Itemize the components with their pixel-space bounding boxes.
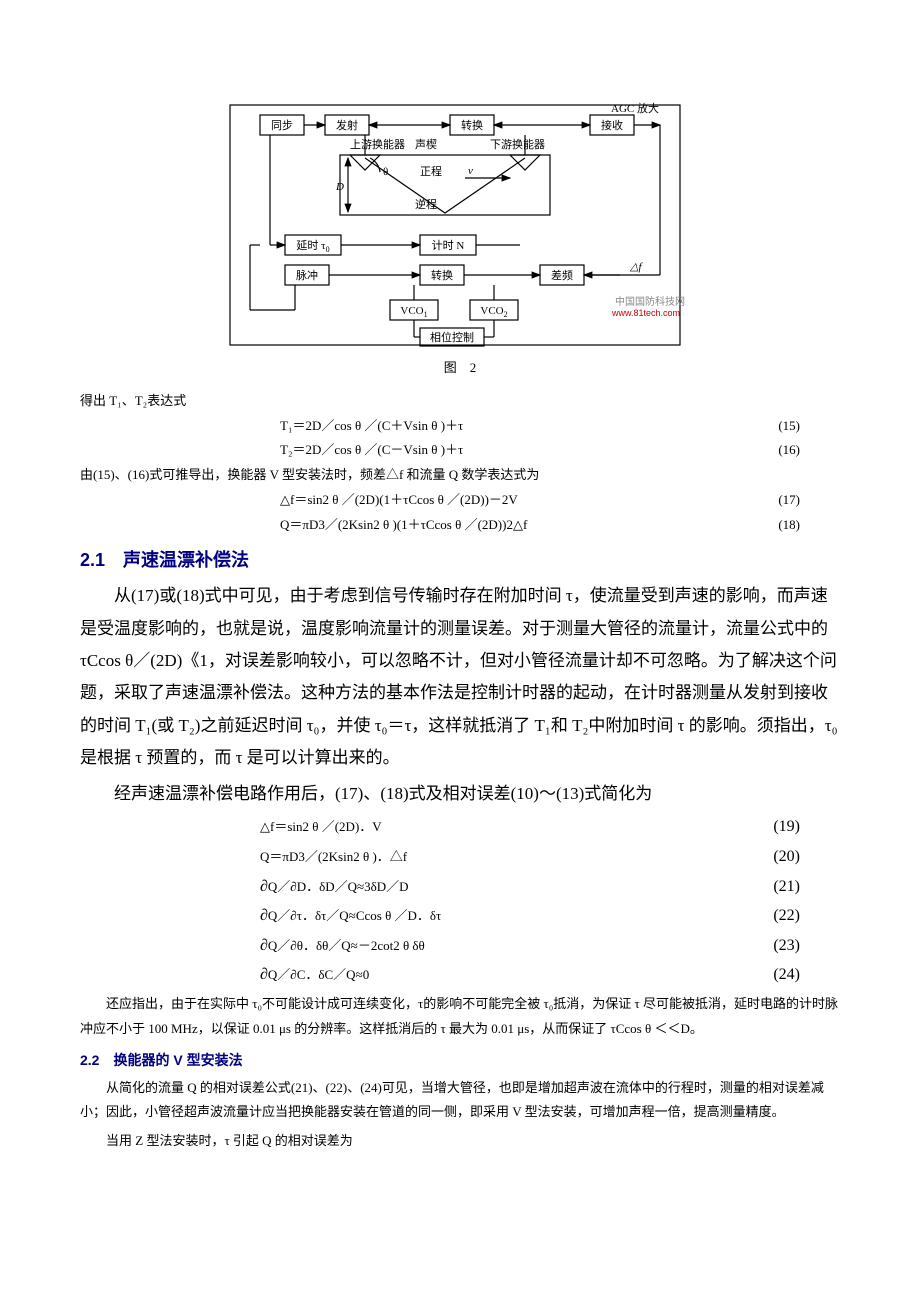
paragraph-3: 还应指出，由于在实际中 τ₀不可能设计成可连续变化，τ的影响不可能完全被 τ₀抵…: [80, 992, 840, 1041]
equation-17: △f＝sin2 θ ／(2D)(1＋τCcos θ ／(2D))－2V (17): [80, 490, 840, 511]
eq-19-body: △f＝sin2 θ ／(2D)．V: [260, 817, 770, 838]
node-pulse: 脉冲: [296, 268, 318, 282]
pre-eq-text-1: 得出 T₁、T₂表达式: [80, 391, 840, 412]
eq-24-num: (24): [770, 962, 840, 988]
label-theta: θ: [383, 166, 388, 178]
node-timer: 计时 N: [432, 239, 465, 252]
eq-23-body: ∂Q／∂θ．δθ／Q≈－2cot2 θ δθ: [260, 933, 770, 959]
node-freqdiff: 差频: [551, 268, 573, 282]
eq-18-num: (18): [778, 515, 840, 536]
node-convert2: 转换: [431, 268, 453, 282]
label-d: D: [335, 181, 344, 193]
paragraph-2: 经声速温漂补偿电路作用后，(17)、(18)式及相对误差(10)～(13)式简化…: [80, 778, 840, 810]
paragraph-4: 从简化的流量 Q 的相对误差公式(21)、(22)、(24)可见，当增大管径，也…: [80, 1076, 840, 1125]
watermark-text: 中国国防科技网: [615, 295, 685, 308]
equation-18: Q＝πD3／(2Ksin2 θ )(1＋τCcos θ ／(2D))2△f (1…: [80, 515, 840, 536]
eq-23-num: (23): [770, 933, 840, 959]
label-down-trans: 下游换能器: [490, 137, 545, 151]
eq-21-body: ∂Q／∂D．δD／Q≈3δD／D: [260, 874, 770, 900]
equation-20: Q＝πD3／(2Ksin2 θ )．△f (20): [80, 844, 840, 870]
eq-15-body: T₁＝2D／cos θ ／(C＋Vsin θ )＋τ: [280, 416, 778, 437]
figure-2: 同步 发射 转换 接收 AGC 放大 上游换能器 声楔 下游换能器 θ 正程 逆…: [80, 100, 840, 350]
eq-22-body: ∂Q／∂τ．δτ／Q≈Ccos θ ／D．δτ: [260, 903, 770, 929]
equation-19: △f＝sin2 θ ／(2D)．V (19): [80, 814, 840, 840]
figure-2-svg: 同步 发射 转换 接收 AGC 放大 上游换能器 声楔 下游换能器 θ 正程 逆…: [220, 100, 700, 350]
pre-eq-text-2: 由(15)、(16)式可推导出，换能器 V 型安装法时，频差△f 和流量 Q 数…: [80, 465, 840, 486]
section-2-1-title: 2.1 声速温漂补偿法: [80, 546, 840, 575]
node-sync: 同步: [271, 119, 293, 132]
eq-17-body: △f＝sin2 θ ／(2D)(1＋τCcos θ ／(2D))－2V: [280, 490, 778, 511]
watermark-url: www.81tech.com: [611, 308, 680, 318]
equation-23: ∂Q／∂θ．δθ／Q≈－2cot2 θ δθ (23): [80, 933, 840, 959]
eq-18-body: Q＝πD3／(2Ksin2 θ )(1＋τCcos θ ／(2D))2△f: [280, 515, 778, 536]
node-phase: 相位控制: [430, 330, 474, 344]
label-up-trans: 上游换能器: [350, 137, 405, 151]
label-wedge: 声楔: [415, 137, 437, 151]
eq-16-body: T₂＝2D／cos θ ／(C－Vsin θ )＋τ: [280, 440, 778, 461]
eq-16-num: (16): [778, 440, 840, 461]
equation-16: T₂＝2D／cos θ ／(C－Vsin θ )＋τ (16): [80, 440, 840, 461]
eq-24-body: ∂Q／∂C．δC／Q≈0: [260, 962, 770, 988]
equation-22: ∂Q／∂τ．δτ／Q≈Ccos θ ／D．δτ (22): [80, 903, 840, 929]
eq-19-num: (19): [770, 814, 840, 840]
eq-17-num: (17): [778, 490, 840, 511]
node-emit: 发射: [336, 118, 358, 132]
eq-22-num: (22): [770, 903, 840, 929]
paragraph-5: 当用 Z 型法安装时，τ 引起 Q 的相对误差为: [80, 1129, 840, 1154]
eq-20-body: Q＝πD3／(2Ksin2 θ )．△f: [260, 847, 770, 868]
label-rev: 逆程: [415, 197, 437, 211]
paragraph-1: 从(17)或(18)式中可见，由于考虑到信号传输时存在附加时间 τ，使流量受到声…: [80, 580, 840, 774]
node-delay: 延时 τ0: [296, 239, 329, 254]
eq-20-num: (20): [770, 844, 840, 870]
label-v: v: [468, 165, 473, 177]
eq-21-num: (21): [770, 874, 840, 900]
equation-21: ∂Q／∂D．δD／Q≈3δD／D (21): [80, 874, 840, 900]
label-df: △f: [629, 261, 643, 273]
equation-24: ∂Q／∂C．δC／Q≈0 (24): [80, 962, 840, 988]
node-vco1: VCO1: [400, 305, 427, 319]
node-recv: 接收: [601, 118, 623, 132]
node-vco2: VCO2: [480, 305, 507, 319]
node-convert1: 转换: [461, 118, 483, 132]
eq-15-num: (15): [778, 416, 840, 437]
label-fwd: 正程: [420, 165, 442, 178]
equation-15: T₁＝2D／cos θ ／(C＋Vsin θ )＋τ (15): [80, 416, 840, 437]
figure-caption: 图 2: [80, 358, 840, 379]
node-agc: AGC 放大: [611, 101, 659, 115]
section-2-2-title: 2.2 换能器的 V 型安装法: [80, 1049, 840, 1071]
